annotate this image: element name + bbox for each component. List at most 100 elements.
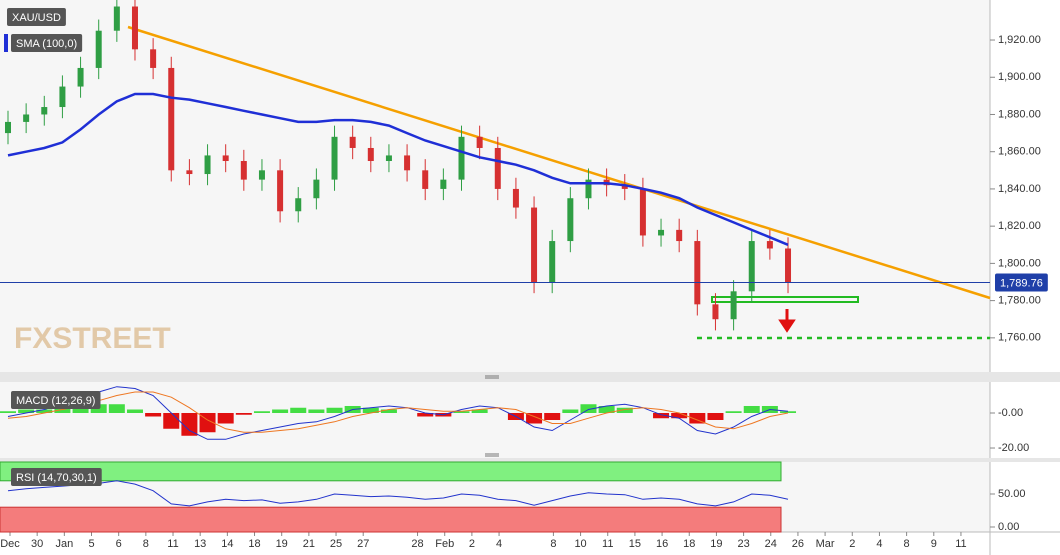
splitter[interactable] [0, 372, 1060, 382]
candle-body [113, 6, 120, 31]
candle-body [240, 161, 247, 180]
legend-item [4, 34, 8, 52]
y-tick-label: 1,820.00 [998, 220, 1041, 232]
candle-body [204, 155, 211, 175]
x-tick-label: 2 [469, 538, 475, 550]
macd-histogram-bar [780, 411, 797, 413]
candle-body [676, 229, 683, 242]
x-tick-label: 10 [574, 538, 586, 550]
indicator-label-box: MACD (12,26,9) [11, 391, 101, 409]
candle-body [349, 136, 356, 148]
legend-label: XAU/USD [12, 12, 61, 24]
candle-body [458, 136, 465, 180]
y-tick-label: 1,760.00 [998, 332, 1041, 344]
x-tick-label: 25 [330, 538, 342, 550]
macd-histogram-bar [417, 412, 434, 417]
macd-histogram-bar [72, 405, 89, 413]
last-price-label-bg [995, 273, 1048, 292]
candle-body [694, 241, 701, 305]
x-tick-label: 21 [303, 538, 315, 550]
legend-label-bg [11, 34, 83, 52]
rsi-line [7, 480, 789, 507]
x-tick-label: 18 [248, 538, 260, 550]
legend-label: SMA (100,0) [16, 38, 77, 50]
macd-histogram-bar [326, 407, 343, 413]
macd-histogram-bar [0, 411, 16, 413]
macd-histogram-bar [380, 409, 397, 413]
candle-body [585, 179, 592, 199]
x-tick-label: 5 [88, 538, 94, 550]
candle-body [295, 198, 302, 212]
candle-body [150, 49, 157, 68]
candle-body [567, 198, 574, 242]
candle-body [785, 248, 792, 283]
x-tick-label: 8 [904, 538, 910, 550]
x-tick-label: 30 [31, 538, 43, 550]
candle-body [639, 188, 646, 236]
x-tick-label: Feb [435, 538, 454, 550]
candle-body [440, 179, 447, 189]
candle-body [422, 170, 429, 189]
macd-histogram-bar [145, 412, 162, 417]
x-tick-label: 14 [221, 538, 233, 550]
candle-body [313, 179, 320, 199]
x-tick-label: 9 [931, 538, 937, 550]
x-tick-label: 26 [792, 538, 804, 550]
macd-histogram-bar [18, 409, 35, 413]
macd-histogram-bar [580, 404, 597, 413]
x-tick-label: Dec [0, 538, 20, 550]
x-tick-label: 11 [167, 538, 178, 550]
macd-histogram-bar [453, 411, 470, 413]
x-tick-label: Mar [816, 538, 835, 550]
legend-label-bg [7, 8, 66, 26]
candle-body [59, 86, 66, 108]
x-tick-label: 28 [411, 538, 423, 550]
indicator-label: MACD (12,26,9) [16, 395, 95, 407]
macd-histogram-bar [126, 409, 143, 413]
x-tick-label: 24 [765, 538, 777, 550]
macd-histogram-bar [689, 412, 706, 424]
candle-body [258, 170, 265, 180]
oversold-band [0, 506, 782, 533]
splitter[interactable] [0, 453, 1060, 462]
legend-swatch [4, 34, 8, 52]
splitter-bar[interactable] [0, 372, 1060, 382]
candle-body [277, 170, 284, 212]
x-tick-label: 2 [849, 538, 855, 550]
candle-body [531, 207, 538, 283]
y-tick-label: -0.00 [998, 407, 1023, 419]
macd-histogram-bar [253, 411, 270, 413]
candle-body [186, 170, 193, 175]
watermark: FXSTREET [14, 322, 171, 355]
macd-histogram-bar [616, 407, 633, 413]
macd-line [7, 386, 789, 440]
candle-body [5, 121, 11, 134]
candle-body [41, 107, 48, 115]
macd-histogram-bar [725, 411, 742, 413]
macd-histogram-bar [36, 409, 53, 413]
y-tick-label: 1,880.00 [998, 108, 1041, 120]
x-tick-label: 11 [602, 538, 613, 550]
y-tick-label: 50.00 [998, 488, 1026, 500]
y-tick-label: 0.00 [998, 521, 1019, 533]
candle-body [385, 155, 392, 162]
y-tick-label: 1,900.00 [998, 71, 1041, 83]
macd-histogram-bar [272, 409, 289, 413]
x-tick-label: 8 [550, 538, 556, 550]
y-tick-label: 1,800.00 [998, 257, 1041, 269]
x-tick-label: 18 [683, 538, 695, 550]
grip [485, 375, 499, 379]
splitter-bar[interactable] [0, 458, 1060, 462]
macd-histogram-bar [598, 405, 615, 413]
candle-body [168, 67, 175, 171]
x-tick-label: 19 [710, 538, 722, 550]
candle-body [331, 136, 338, 180]
x-tick-label: 11 [955, 538, 966, 550]
candle-body [476, 136, 483, 148]
macd-histogram-bar [544, 412, 561, 420]
arrow-down [778, 309, 796, 333]
overbought-band [0, 461, 782, 482]
candle-body [222, 155, 229, 162]
macd-histogram-bar [743, 405, 760, 413]
